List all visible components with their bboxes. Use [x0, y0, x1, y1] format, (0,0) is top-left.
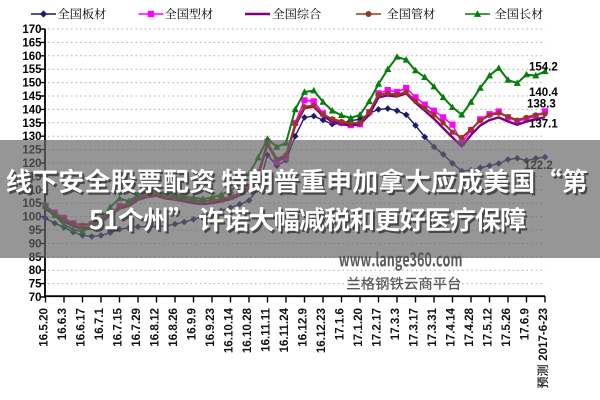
svg-text:80: 80: [29, 265, 42, 277]
svg-text:17.5.26: 17.5.26: [500, 307, 513, 346]
svg-text:145: 145: [22, 91, 42, 103]
svg-text:16.9.23: 16.9.23: [204, 307, 217, 346]
svg-text:16.10.14: 16.10.14: [223, 307, 236, 353]
svg-text:17.3.3: 17.3.3: [389, 307, 402, 340]
svg-text:17.5.12: 17.5.12: [482, 308, 495, 347]
svg-text:135: 135: [22, 118, 42, 130]
svg-text:16.9.9: 16.9.9: [186, 307, 199, 340]
svg-text:154.2: 154.2: [529, 62, 558, 74]
svg-text:16.8.26: 16.8.26: [167, 307, 180, 346]
svg-text:16.11.24: 16.11.24: [278, 307, 291, 352]
svg-text:155: 155: [22, 64, 42, 76]
svg-text:16.6.3: 16.6.3: [56, 307, 69, 340]
svg-text:160: 160: [22, 51, 41, 63]
svg-text:17.3.17: 17.3.17: [408, 308, 421, 347]
svg-text:17.1.6: 17.1.6: [334, 307, 347, 340]
svg-text:75: 75: [29, 279, 42, 291]
svg-text:16.11.11: 16.11.11: [260, 307, 273, 351]
svg-text:17.4.28: 17.4.28: [463, 307, 476, 346]
svg-text:17.6.9: 17.6.9: [519, 307, 532, 340]
svg-text:16.10.28: 16.10.28: [241, 307, 254, 353]
svg-text:16.12.9: 16.12.9: [297, 307, 310, 346]
svg-text:17.3.31: 17.3.31: [426, 307, 439, 346]
svg-text:17.4.14: 17.4.14: [445, 307, 458, 346]
svg-text:165: 165: [22, 37, 42, 49]
svg-text:2017-6-23: 2017-6-23: [537, 307, 550, 360]
svg-text:16.6.17: 16.6.17: [75, 308, 88, 347]
svg-text:16.7.15: 16.7.15: [112, 307, 125, 346]
svg-text:170: 170: [22, 24, 41, 36]
svg-text:16.7.1: 16.7.1: [93, 307, 106, 340]
svg-text:137.1: 137.1: [529, 119, 558, 131]
svg-text:16.5.20: 16.5.20: [38, 308, 51, 347]
svg-text:70: 70: [29, 292, 42, 304]
svg-text:17.1.20: 17.1.20: [352, 308, 365, 347]
svg-text:150: 150: [22, 78, 41, 90]
svg-text:140: 140: [22, 104, 41, 116]
svg-text:16.12.23: 16.12.23: [315, 307, 328, 353]
svg-text:16.8.12: 16.8.12: [149, 308, 162, 347]
svg-text:138.3: 138.3: [527, 99, 556, 111]
svg-text:140.4: 140.4: [529, 87, 558, 99]
svg-text:16.7.29: 16.7.29: [130, 307, 143, 346]
svg-text:17.2.17: 17.2.17: [371, 308, 384, 347]
